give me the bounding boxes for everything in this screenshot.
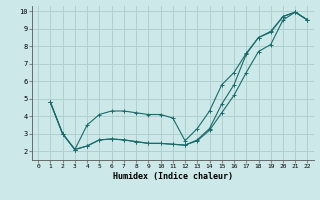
X-axis label: Humidex (Indice chaleur): Humidex (Indice chaleur)	[113, 172, 233, 181]
